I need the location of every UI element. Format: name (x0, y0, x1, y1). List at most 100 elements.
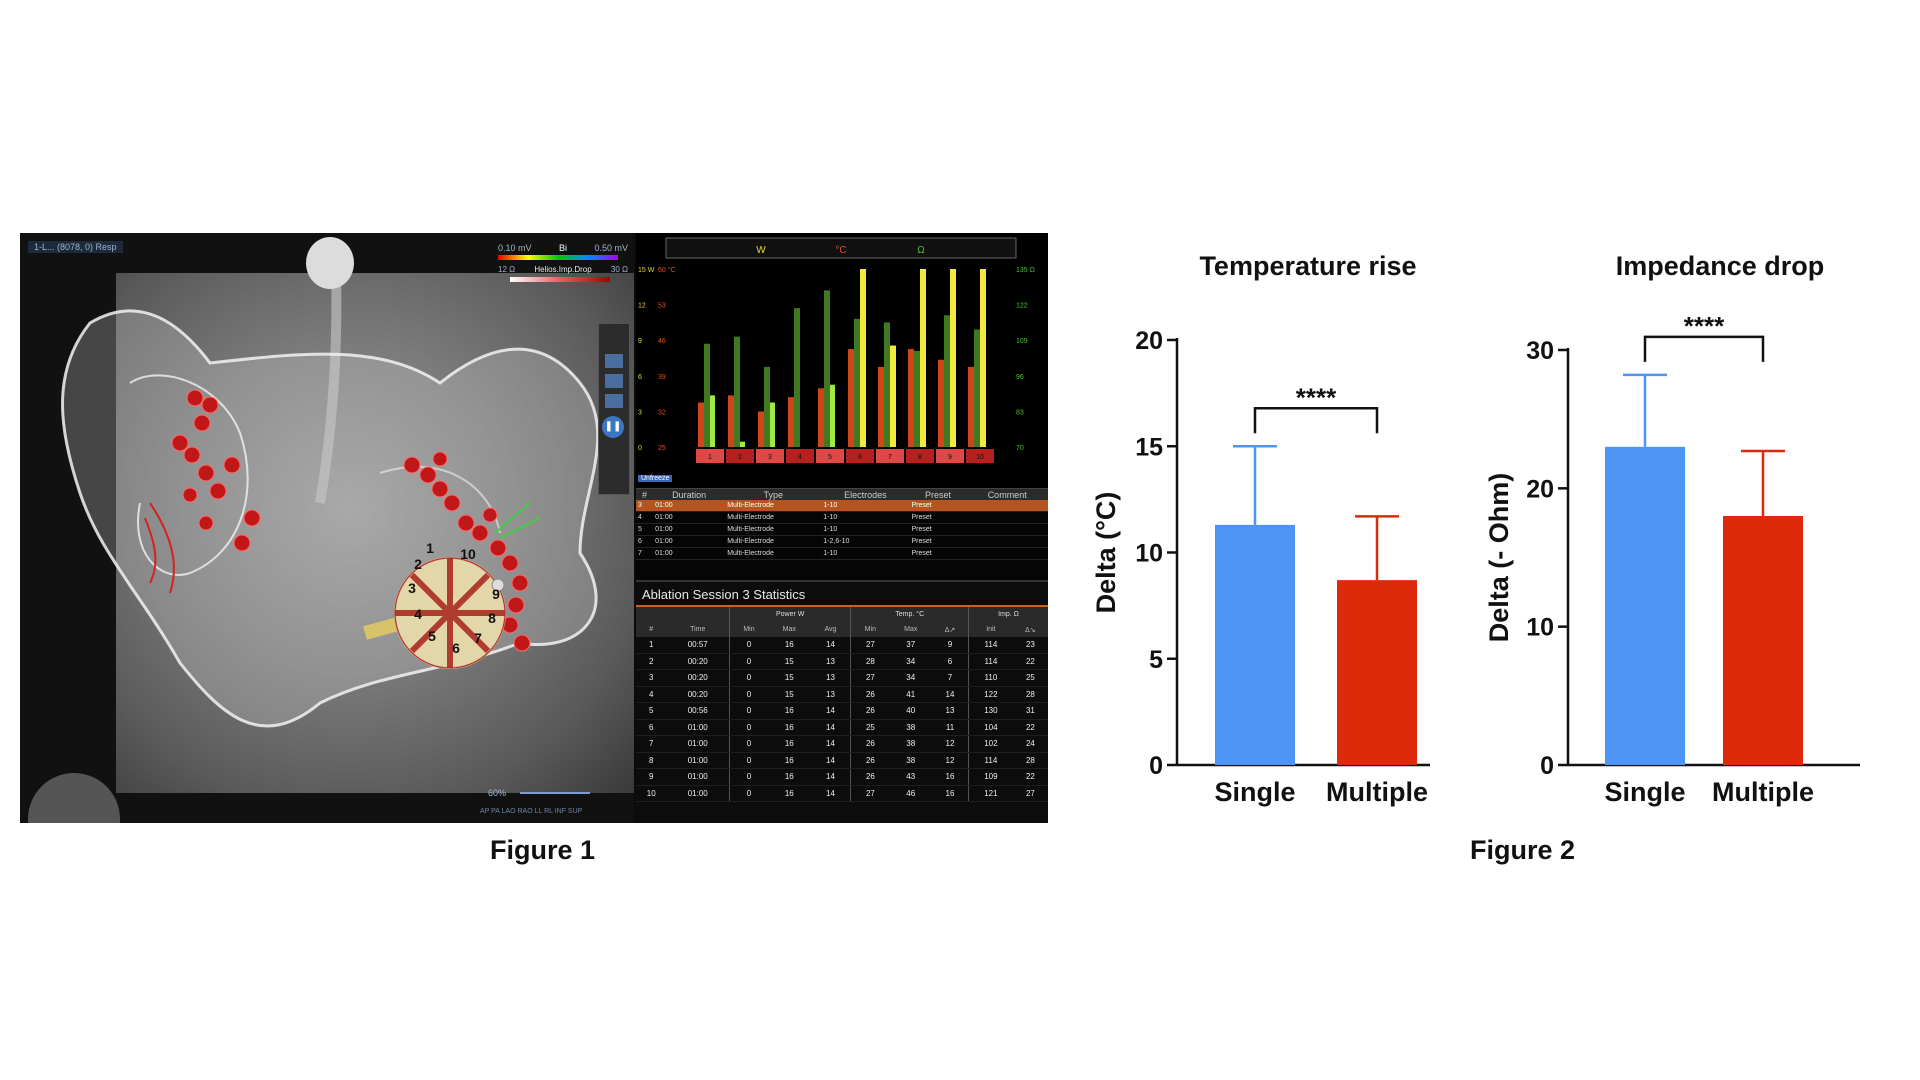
electrode-cell[interactable] (846, 449, 874, 463)
ablation-lesions (171, 389, 531, 652)
impedance-bar (950, 269, 956, 447)
electrode-cell[interactable] (696, 449, 724, 463)
temp-bar (908, 349, 914, 447)
electrode-cell[interactable] (936, 449, 964, 463)
stats-cell: 01:00 (666, 719, 730, 736)
event-cell: Preset (909, 511, 967, 524)
event-cell: Multi-Electrode (725, 547, 822, 560)
stats-cell: 7 (932, 669, 969, 687)
axis-tick-temp: 60 °C (658, 266, 676, 274)
event-cell: Preset (909, 547, 967, 560)
electrode-number: 4 (414, 606, 422, 622)
zoom-slider[interactable] (520, 792, 590, 794)
event-cell: 7 (636, 547, 654, 560)
stats-cell: 34 (889, 653, 933, 670)
electrode-label: 8 (918, 454, 922, 461)
stats-cell: 6 (636, 719, 667, 736)
event-column-header[interactable]: Preset (909, 489, 967, 500)
x-tick-label: Multiple (1712, 777, 1814, 807)
stats-cell: 38 (889, 752, 933, 769)
temp-bar (938, 359, 944, 447)
event-column-header[interactable]: Duration (653, 489, 726, 500)
view-labels: AP PA LAO RAO LL RL INF SUP (480, 808, 583, 815)
power-header: W (756, 245, 766, 256)
stats-cell: 9 (636, 768, 667, 786)
power-bar (764, 366, 770, 447)
significance-label: **** (1684, 311, 1725, 341)
event-row[interactable]: 6 01:00 Multi-Electrode 1-2,6-10 Preset (636, 535, 1048, 548)
stats-cell: 10 (636, 785, 667, 802)
event-column-header[interactable]: Electrodes (821, 489, 910, 500)
pause-icon[interactable]: ❚❚ (602, 416, 624, 438)
stats-cell: 13 (810, 686, 851, 703)
electrode-number: 6 (452, 640, 460, 656)
bar-multiple (1337, 580, 1417, 765)
stats-cell: 121 (967, 785, 1013, 802)
electrode-cell[interactable] (876, 449, 904, 463)
temp-bar (758, 411, 764, 447)
axis-tick-temp: 46 (658, 338, 666, 345)
y-axis-label: Delta (- Ohm) (1484, 473, 1514, 643)
stats-cell: 14 (810, 752, 851, 769)
stats-cell: 16 (932, 768, 969, 786)
stats-cell: 25 (1012, 669, 1048, 687)
temp-bar (968, 366, 974, 447)
x-tick-label: Single (1214, 777, 1295, 807)
event-row[interactable]: 4 01:00 Multi-Electrode 1-10 Preset (636, 511, 1048, 524)
event-row[interactable]: 5 01:00 Multi-Electrode 1-10 Preset (636, 523, 1048, 536)
axis-tick-power: 0 (638, 445, 642, 452)
axis-tick-imp: 135 Ω (1016, 267, 1035, 274)
y-tick-label: 10 (1526, 614, 1554, 642)
electrode-label: 6 (858, 454, 862, 461)
stats-cell: 28 (1012, 752, 1048, 769)
event-cell: 1-10 (821, 511, 910, 524)
event-column-header[interactable]: # (636, 489, 654, 500)
event-cell: Multi-Electrode (725, 535, 822, 548)
stats-cell: 2 (636, 653, 667, 670)
event-column-header[interactable]: Type (725, 489, 822, 500)
voltage-color-bar (498, 255, 618, 260)
event-cell: Preset (909, 535, 967, 548)
toolbar-button[interactable] (605, 374, 623, 388)
stats-cell: 14 (810, 785, 851, 802)
stats-cell: 16 (767, 785, 811, 802)
electrode-cell[interactable] (966, 449, 994, 463)
stats-column-header: Δ↗ (932, 622, 969, 637)
3d-map-view[interactable]: 1 2 3 4 5 6 7 8 9 10 1-L... (8078, 0) Resp 0.10 m… (20, 233, 634, 823)
axis-tick-power: 9 (638, 338, 642, 345)
power-bar (914, 350, 920, 447)
electrode-cell[interactable] (816, 449, 844, 463)
event-row[interactable]: 7 01:00 Multi-Electrode 1-10 Preset (636, 547, 1048, 560)
event-cell: Multi-Electrode (725, 500, 822, 512)
event-row[interactable]: 3 01:00 Multi-Electrode 1-10 Preset (636, 500, 1048, 512)
stats-cell: 0 (728, 785, 768, 802)
x-tick-label: Single (1604, 777, 1685, 807)
power-live-bar (770, 402, 775, 447)
event-cell: 3 (636, 500, 654, 512)
stats-row: 9 01:00 0 16 14 26 43 16 109 22 (636, 768, 1048, 786)
electrode-cell[interactable] (906, 449, 934, 463)
map-header[interactable]: 1-L... (8078, 0) Resp (28, 241, 123, 253)
event-cell: 01:00 (653, 547, 726, 560)
unfreeze-button[interactable]: Unfreeze (638, 475, 673, 482)
stats-cell: 38 (889, 735, 933, 753)
electrode-cell[interactable] (756, 449, 784, 463)
axis-tick-temp: 39 (658, 374, 666, 381)
y-tick-label: 5 (1149, 646, 1163, 674)
y-tick-label: 20 (1526, 475, 1554, 503)
event-cell: Preset (909, 500, 967, 512)
toolbar-button[interactable] (605, 354, 623, 368)
stats-cell: 8 (636, 752, 667, 769)
stats-cell: 26 (850, 735, 890, 753)
stats-row: 10 01:00 0 16 14 27 46 16 121 27 (636, 785, 1048, 802)
electrode-cell[interactable] (726, 449, 754, 463)
electrode-cell[interactable] (786, 449, 814, 463)
stats-row: 4 00:20 0 15 13 26 41 14 122 28 (636, 686, 1048, 703)
stats-row: 1 00:57 0 16 14 27 37 9 114 23 (636, 637, 1048, 654)
figure-1-screenshot: 1 2 3 4 5 6 7 8 9 10 1-L... (8078, 0) Resp 0.10 m… (20, 233, 1048, 823)
toolbar-button[interactable] (605, 394, 623, 408)
axis-tick-temp: 53 (658, 303, 666, 310)
stats-cell: 6 (932, 653, 969, 670)
stats-cell: 110 (967, 669, 1013, 687)
event-column-header[interactable]: Comment (966, 489, 1048, 500)
